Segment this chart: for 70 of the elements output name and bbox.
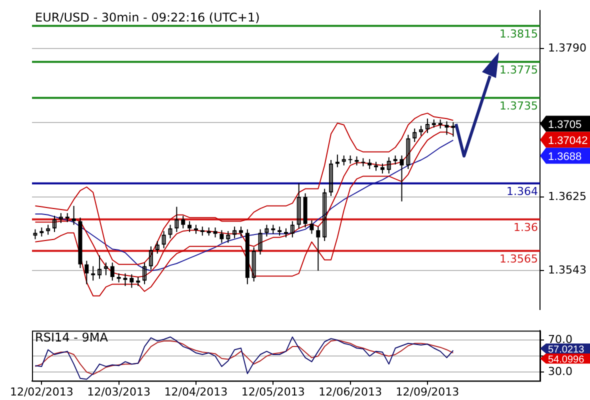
candlestick (310, 220, 314, 234)
candlestick (33, 228, 38, 240)
candlestick (220, 230, 224, 244)
candlestick (174, 206, 179, 232)
candlestick (142, 262, 147, 285)
candlestick (444, 120, 449, 136)
text: 1.3705 (548, 118, 582, 131)
candlestick (316, 226, 320, 272)
text: 1.3688 (548, 150, 582, 163)
candlestick (406, 134, 410, 170)
candlestick (168, 224, 172, 239)
y-tick-label: 1.3625 (548, 190, 586, 203)
ref-line-label: 1.3775 (500, 63, 538, 76)
candlestick (296, 182, 301, 229)
text: 54.0996 (548, 354, 585, 366)
y-tick-label: 1.3790 (548, 41, 586, 54)
candlestick (252, 246, 256, 282)
x-tick-label: 12/04/2013 (164, 385, 228, 398)
candlestick (130, 274, 134, 288)
candlestick (329, 160, 334, 196)
candlestick (290, 220, 294, 238)
candlestick (368, 158, 372, 170)
candlestick (72, 205, 76, 226)
candlestick (264, 224, 269, 237)
candlestick (104, 262, 108, 276)
ref-line-label: 1.364 (506, 184, 538, 198)
candlestick (419, 125, 424, 136)
chart-title: RSI14 - 9MA (35, 330, 109, 345)
candlestick (380, 163, 384, 174)
text: 1.37042 (548, 134, 588, 147)
ref-line-label: 1.36 (514, 220, 538, 234)
candlestick (155, 240, 160, 254)
candlestick (123, 272, 128, 286)
ref-line-label: 1.3565 (500, 252, 538, 266)
candlestick (46, 224, 50, 236)
candlestick (98, 254, 102, 280)
candlestick (425, 118, 430, 134)
candlestick (335, 154, 340, 168)
candlestick (110, 262, 114, 282)
y-tick-label: 1.3543 (548, 264, 586, 277)
x-tick-label: 12/09/2013 (396, 385, 460, 398)
candlestick (52, 215, 57, 232)
candlestick (226, 230, 230, 244)
ref-line-label: 1.3735 (500, 99, 538, 112)
candlestick (162, 230, 166, 249)
x-tick-label: 12/05/2013 (241, 385, 305, 398)
text: 57.0213 (548, 344, 585, 356)
x-tick-label: 12/03/2013 (87, 385, 151, 398)
candlestick (238, 226, 243, 237)
candlestick (361, 158, 366, 167)
candlestick (232, 226, 237, 239)
candlestick (188, 220, 192, 232)
candlestick (400, 155, 404, 202)
candlestick (213, 227, 218, 238)
candlestick (181, 215, 186, 229)
y-tick-label: 30.0 (548, 364, 572, 378)
y-tick-label: 70.0 (548, 333, 572, 346)
candlestick (451, 122, 456, 138)
candlestick (58, 212, 63, 224)
candlestick (84, 260, 89, 285)
candlestick (148, 246, 153, 270)
candlestick (412, 128, 417, 142)
x-tick-label: 12/02/2013 (10, 385, 74, 398)
candlestick (386, 156, 391, 174)
candlestick (322, 188, 327, 242)
x-tick-label: 12/06/2013 (318, 385, 382, 398)
candlestick (342, 155, 346, 166)
chart-title: EUR/USD - 30min - 09:22:16 (UTC+1) (35, 10, 260, 25)
candlestick (258, 228, 262, 255)
ref-line-label: 1.3815 (500, 27, 538, 40)
